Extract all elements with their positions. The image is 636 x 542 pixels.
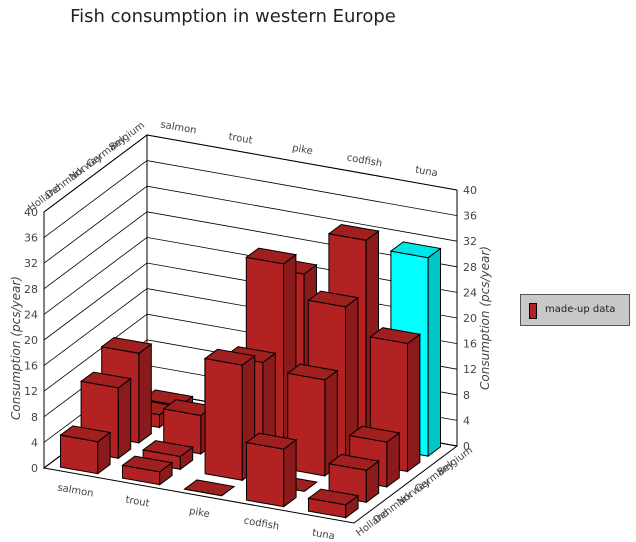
- z-axis-title-left: Consumption (pcs/year): [9, 276, 23, 420]
- z-tick-label-right: 20: [463, 312, 477, 325]
- bar-side-face: [407, 333, 421, 473]
- x-category-label-front: pike: [188, 506, 210, 520]
- z-tick-label-right: 16: [463, 338, 477, 351]
- z-tick-label-left: 36: [24, 232, 38, 245]
- bar-top-face: [307, 290, 360, 308]
- z-tick-label-left: 28: [24, 283, 38, 296]
- x-category-label-back: tuna: [414, 165, 438, 180]
- z-tick-label-left: 40: [24, 206, 38, 219]
- bar-top-face: [286, 363, 339, 381]
- z-tick-label-left: 12: [24, 385, 38, 398]
- bar: [245, 432, 298, 508]
- y-category-label-bottom: Belgium: [435, 445, 474, 478]
- bar-top-face: [121, 455, 174, 473]
- z-tick-label-right: 28: [463, 261, 477, 274]
- chart-bars: [59, 223, 442, 519]
- bar-side-face: [138, 343, 152, 444]
- z-tick-label-right: 0: [463, 440, 470, 453]
- z-tick-label-left: 4: [31, 436, 38, 449]
- bar-side-face: [283, 438, 297, 508]
- bar-top-face: [327, 223, 380, 241]
- z-tick-label-right: 12: [463, 363, 477, 376]
- z-tick-label-right: 32: [463, 235, 477, 248]
- bar-top-face: [79, 371, 132, 389]
- x-category-label-front: trout: [125, 495, 151, 510]
- bar-top-face: [327, 453, 380, 471]
- bar-top-face: [245, 432, 298, 450]
- z-tick-label-left: 16: [24, 360, 38, 373]
- chart-title: Fish consumption in western Europe: [70, 6, 396, 27]
- x-category-label-front: tuna: [311, 528, 335, 542]
- z-tick-label-left: 24: [24, 308, 38, 321]
- bar-top-face: [245, 247, 298, 265]
- bar-top-face: [203, 348, 256, 366]
- x-category-label-front: codfish: [243, 516, 280, 533]
- bar: [121, 455, 174, 486]
- bar-top-face: [307, 488, 360, 506]
- bar-top-face: [348, 425, 401, 443]
- chart-legend: made-up data: [520, 294, 630, 326]
- bar-top-face: [141, 440, 194, 458]
- x-category-label-back: trout: [228, 132, 254, 147]
- z-tick-label-right: 36: [463, 210, 477, 223]
- legend-swatch: [529, 303, 537, 319]
- legend-label: made-up data: [545, 304, 616, 315]
- bar: [307, 488, 360, 519]
- bar-front-face: [246, 441, 285, 508]
- x-category-label-back: pike: [291, 143, 313, 157]
- bar-side-face: [117, 377, 132, 460]
- z-tick-label-left: 20: [24, 334, 38, 347]
- bar: [203, 348, 256, 482]
- bar: [286, 363, 339, 477]
- gridline: [43, 134, 458, 213]
- bar-front-face: [204, 357, 243, 481]
- z-tick-label-right: 8: [463, 389, 470, 402]
- x-category-label-front: salmon: [57, 482, 95, 499]
- z-axis-title-right: Consumption (pcs/year): [478, 246, 492, 390]
- bar-top-face: [369, 327, 422, 345]
- bar-top-face: [100, 336, 153, 354]
- z-tick-label-right: 40: [463, 184, 477, 197]
- bar-top-face: [59, 425, 112, 443]
- z-tick-label-right: 4: [463, 414, 470, 427]
- bar-top-face: [183, 479, 236, 497]
- gridline: [43, 160, 458, 238]
- z-tick-label-left: 32: [24, 257, 38, 270]
- bar: [59, 425, 112, 475]
- bar: [183, 479, 236, 497]
- gridline: [43, 185, 458, 264]
- z-tick-label-right: 24: [463, 286, 477, 299]
- bar-side-face: [427, 247, 441, 458]
- z-tick-label-left: 0: [31, 462, 38, 475]
- z-tick-label-left: 8: [31, 411, 38, 424]
- x-category-label-back: codfish: [346, 153, 383, 170]
- bar-top-face: [389, 241, 442, 259]
- x-category-label-back: salmon: [160, 119, 198, 136]
